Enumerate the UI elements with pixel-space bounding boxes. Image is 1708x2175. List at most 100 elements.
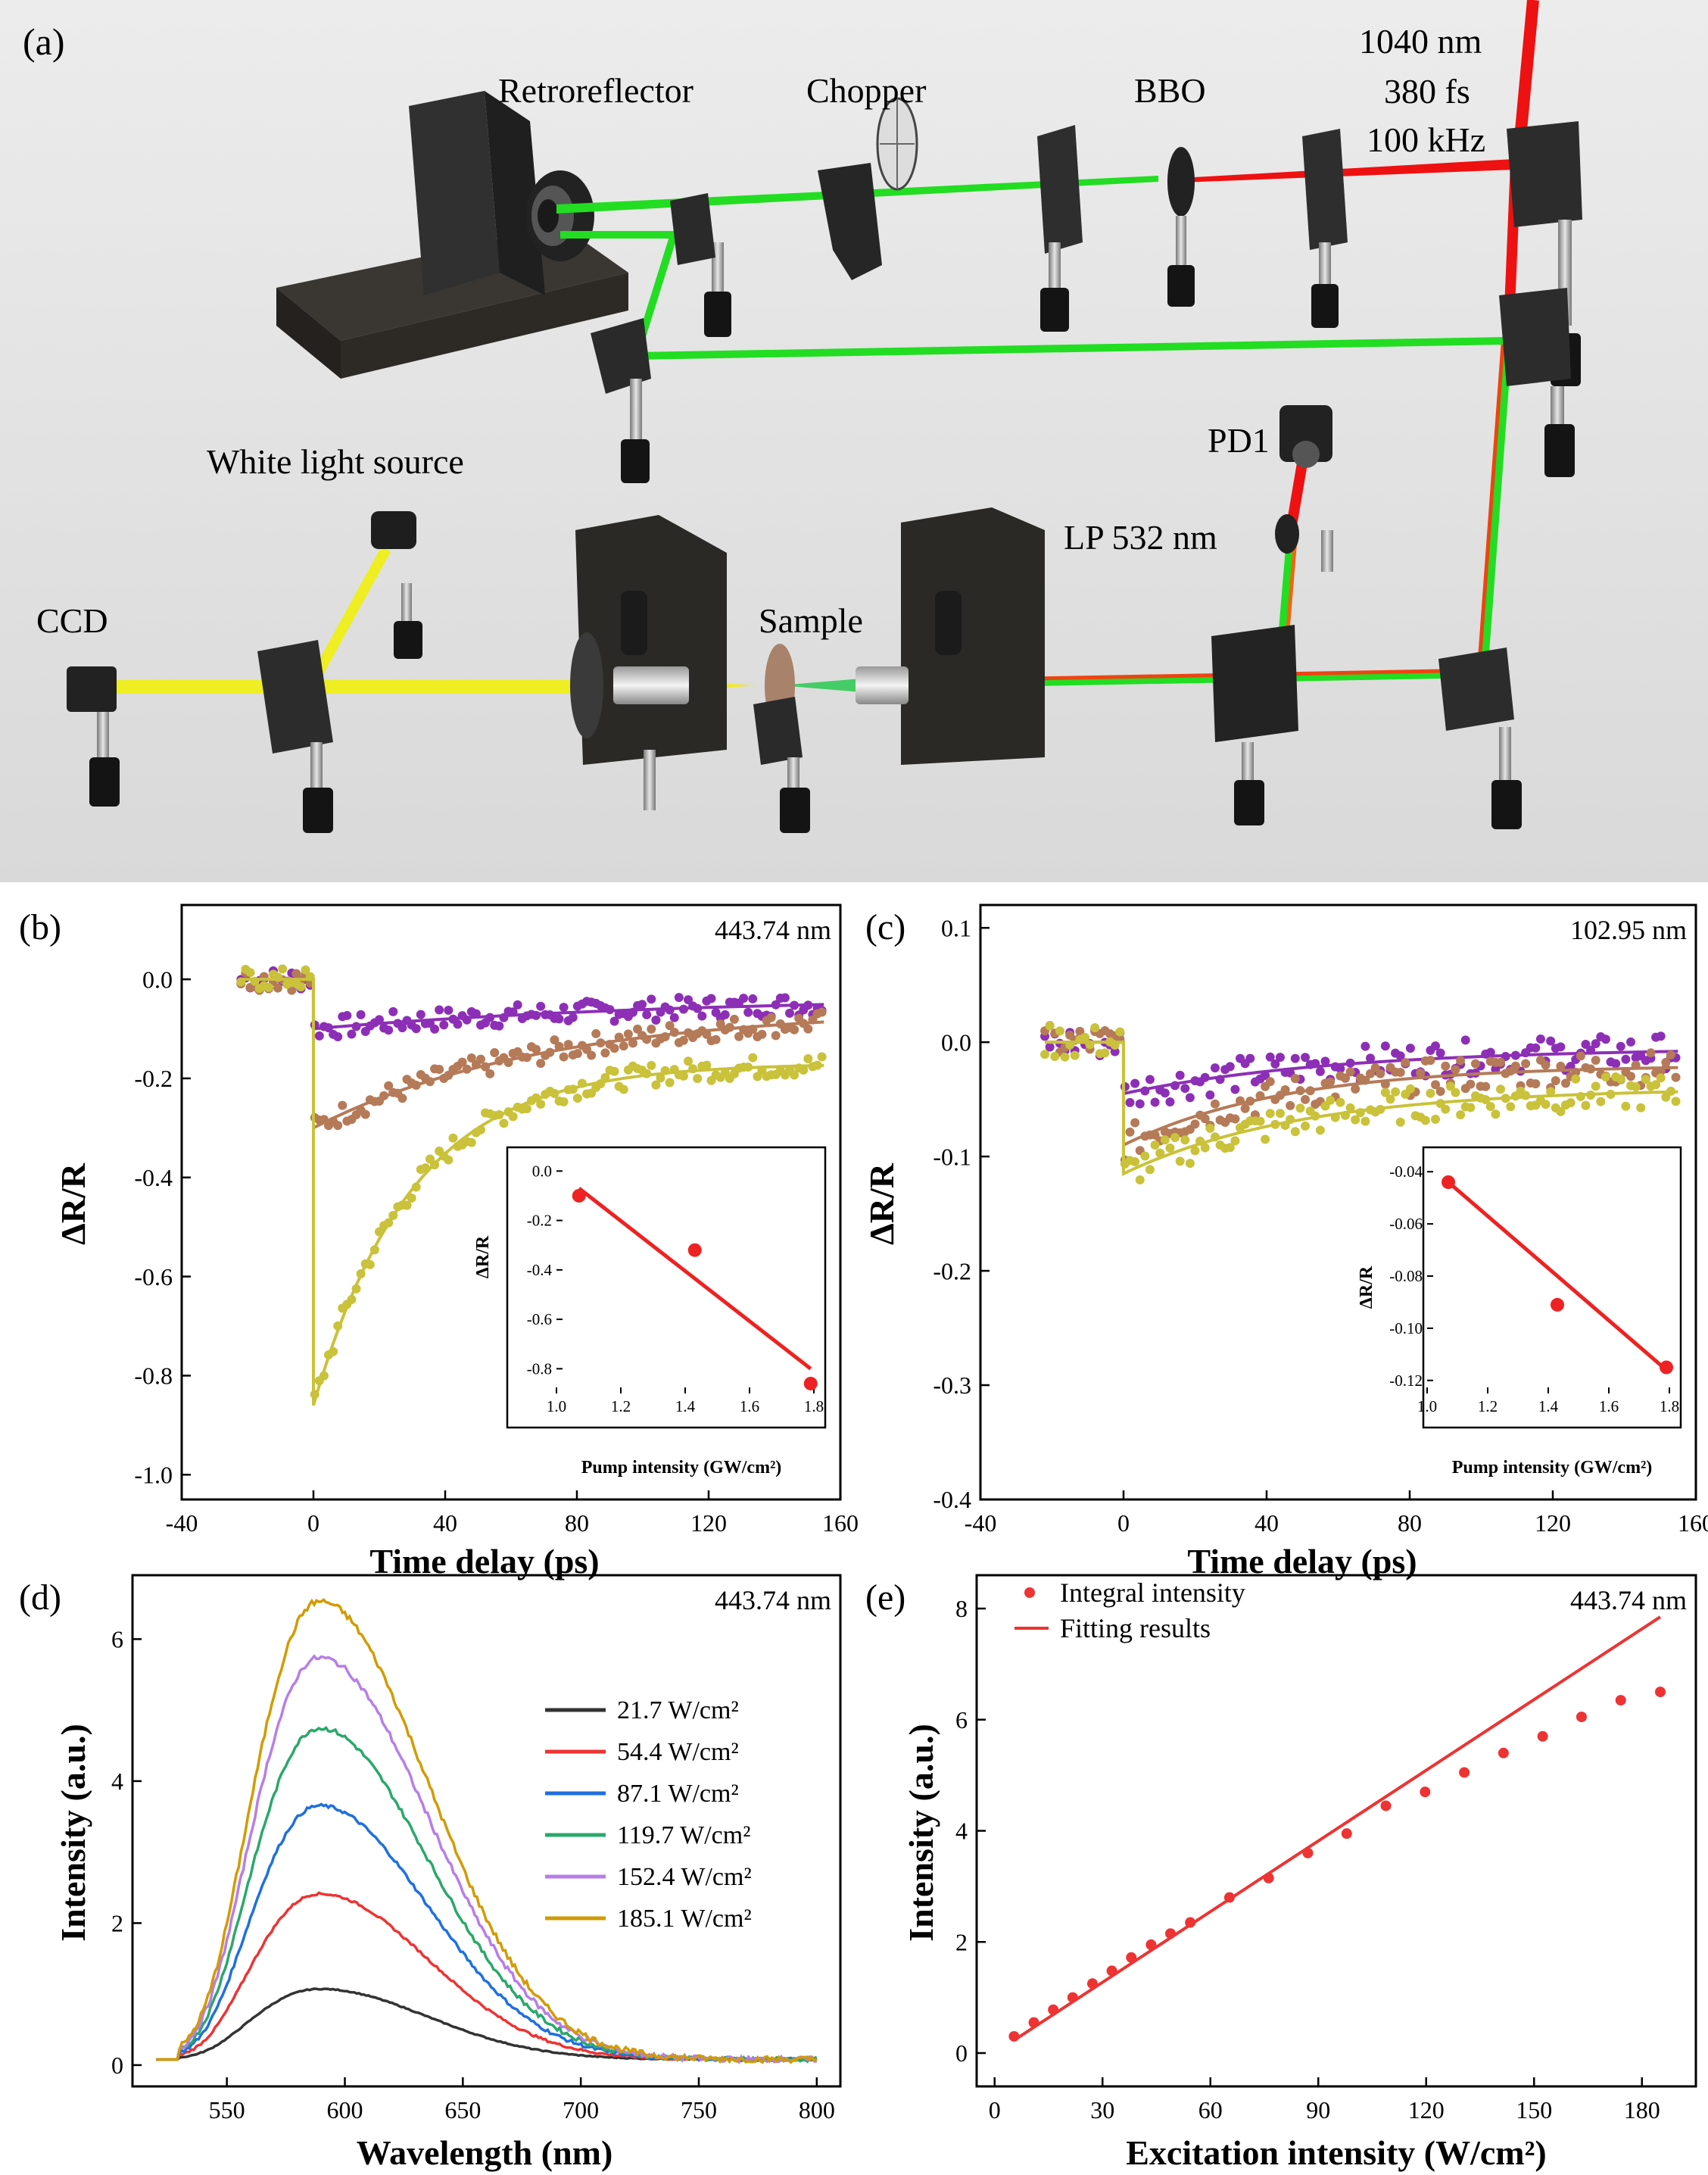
panel-c-series-1-point: [1190, 1119, 1200, 1129]
panel-e-point: [1008, 2030, 1020, 2042]
panel-b-inset-frame: [506, 1146, 827, 1429]
panel-c-series-1-point: [1351, 1084, 1360, 1094]
panel-c-series-1-point: [1326, 1077, 1336, 1087]
panel-c-series-0-point: [1225, 1062, 1235, 1072]
panel-c-series-2-point: [1295, 1103, 1305, 1113]
panel-c-series-0-point: [1435, 1048, 1445, 1058]
panel-c-ytick-label: 0.0: [941, 1028, 971, 1056]
panel-b-series-2-point: [263, 982, 273, 992]
panel-d-legend-label: 87.1 W/cm²: [617, 1780, 739, 1808]
panel-e-xtick-label: 60: [1198, 2096, 1223, 2124]
panel-b-series-0-point: [513, 1000, 522, 1009]
panel-c-series-2-point: [1040, 1050, 1050, 1059]
panel-c-series-0-point: [1175, 1070, 1185, 1080]
panel-b-series-0-point: [411, 1024, 421, 1034]
panel-b-series-1-point: [771, 1031, 781, 1041]
panel-b-ytick-label: -0.2: [134, 1065, 173, 1092]
panel-c-series-2-point: [1391, 1087, 1401, 1097]
sample-mount: [753, 644, 810, 833]
panel-b-series-1-point: [475, 1054, 485, 1064]
panel-c-series-2-point: [1180, 1135, 1190, 1145]
bbo-mount: [1167, 147, 1195, 307]
panel-d-xtick-label: 700: [563, 2096, 599, 2124]
panel-b-label: (b): [19, 907, 61, 947]
panel-c-inset-xlabel: Pump intensity (GW/cm²): [1452, 1458, 1653, 1478]
panel-c-series-2-point: [1631, 1082, 1641, 1092]
panel-b-series-2-point: [702, 1060, 712, 1070]
panel-b-series-2-point: [693, 1074, 703, 1084]
panel-c-inset-ytick-label: -0.06: [1389, 1215, 1423, 1233]
panel-b-series-0-point: [559, 1003, 569, 1013]
panel-b-series-1-point: [734, 1031, 744, 1041]
panel-e-point: [1028, 2017, 1039, 2028]
panel-e-point: [1498, 1747, 1509, 1758]
panel-b-inset-point: [572, 1188, 586, 1203]
panel-b-inset-xtick-label: 1.8: [804, 1397, 824, 1415]
panel-b-ytick-label: -1.0: [134, 1461, 173, 1488]
panel-b-series-0-point: [642, 1009, 652, 1019]
label-sample: Sample: [759, 601, 863, 640]
panel-c-series-0-point: [1600, 1034, 1610, 1044]
panel-b-plot-frame: [180, 903, 842, 1501]
panel-d-legend-label: 185.1 W/cm²: [617, 1905, 752, 1933]
panel-b-series-0-fit: [241, 978, 824, 1031]
panel-c-series-1-point: [1401, 1057, 1410, 1067]
mirror-mount-5: [1438, 648, 1522, 829]
panel-e-annotation: 443.74 nm: [1570, 1585, 1687, 1615]
panel-c-series-1-point: [1556, 1061, 1566, 1071]
panel-b-series-1-point: [457, 1057, 467, 1067]
panel-c-series-2-point: [1456, 1110, 1466, 1120]
panel-c-series-0-point: [1360, 1041, 1370, 1051]
panel-d-legend: 21.7 W/cm² 54.4 W/cm² 87.1 W/cm² 119.7 W/cm…: [545, 1696, 752, 1933]
panel-c-ytick-label: 0.1: [941, 914, 971, 941]
panel-b-series-0-point: [706, 994, 716, 1003]
panel-b-inset-ylabel: ΔR/R: [473, 1235, 493, 1278]
panel-c-series-2-point: [1301, 1121, 1311, 1131]
panel-c-series-2-point: [1336, 1097, 1345, 1107]
panel-e-point: [1067, 1992, 1078, 2003]
panel-b-series-2-point: [790, 1070, 799, 1080]
panel-b-series-0-point: [356, 1009, 366, 1019]
mirror-mount-2: [1302, 129, 1348, 328]
panel-c-xtick-label: 120: [1535, 1509, 1571, 1537]
label-white-light-source: White light source: [207, 442, 464, 481]
panel-e-xtick-label: 90: [1306, 2096, 1330, 2124]
panel-d-legend-label: 119.7 W/cm²: [617, 1821, 750, 1849]
panel-c-series-1-point: [1496, 1057, 1506, 1067]
panel-c-series-0-point: [1135, 1099, 1145, 1109]
panel-c-series-2-point: [1265, 1109, 1275, 1119]
lens-mount-1: [1037, 125, 1083, 332]
panel-c-series-1-point: [1416, 1068, 1426, 1078]
panel-c-series-2-point: [1130, 1157, 1140, 1167]
panel-c-series-1-point: [1395, 1067, 1405, 1077]
panel-c-series-0-point: [1265, 1052, 1275, 1062]
panel-e-fit-line: [1013, 1615, 1662, 2042]
mirror-mount-3: [1499, 121, 1582, 477]
panel-e-xtick-label: 30: [1090, 2096, 1114, 2124]
beam-splitter-mount: [257, 640, 333, 833]
panel-c-series-2-point: [1441, 1104, 1451, 1114]
panel-e-ytick-label: 2: [955, 1928, 968, 1955]
panel-b-series-1-point: [623, 1029, 633, 1039]
panel-c-ticks: -40 0 40 80 120 160 -0.4 -0.3 -0.2 -0.1 0.0 0.1: [933, 914, 1708, 1537]
panel-c-series-1-point: [1435, 1087, 1445, 1097]
panel-c-xtick-label: 80: [1398, 1509, 1422, 1537]
panel-c-series-1-point: [1466, 1079, 1476, 1089]
panel-b-series-0-point: [388, 1006, 398, 1016]
panel-c-series-1-point: [1666, 1050, 1675, 1059]
panel-c-series-0-point: [1656, 1031, 1666, 1041]
panel-c-series-2-point: [1326, 1095, 1336, 1105]
panel-b-inset-xtick-label: 1.2: [611, 1397, 631, 1415]
panel-c-series-2-point: [1070, 1050, 1080, 1060]
panel-b-series-0-point: [739, 994, 749, 1003]
panel-b-series-1-point: [490, 1048, 500, 1058]
panel-b-ylabel: ΔR/R: [54, 1162, 92, 1245]
panel-c-series-1-point: [1591, 1056, 1600, 1066]
panel-b-annotation: 443.74 nm: [715, 915, 831, 945]
panel-d-series-0-curve: [156, 1987, 818, 2061]
panel-c-inset-ytick-label: -0.10: [1389, 1319, 1423, 1337]
panel-e-point: [1654, 1687, 1666, 1698]
panel-b-series-1-point: [647, 1024, 656, 1034]
panel-c-series-0-point: [1185, 1093, 1195, 1103]
panel-c-series-2-point: [1466, 1103, 1476, 1112]
